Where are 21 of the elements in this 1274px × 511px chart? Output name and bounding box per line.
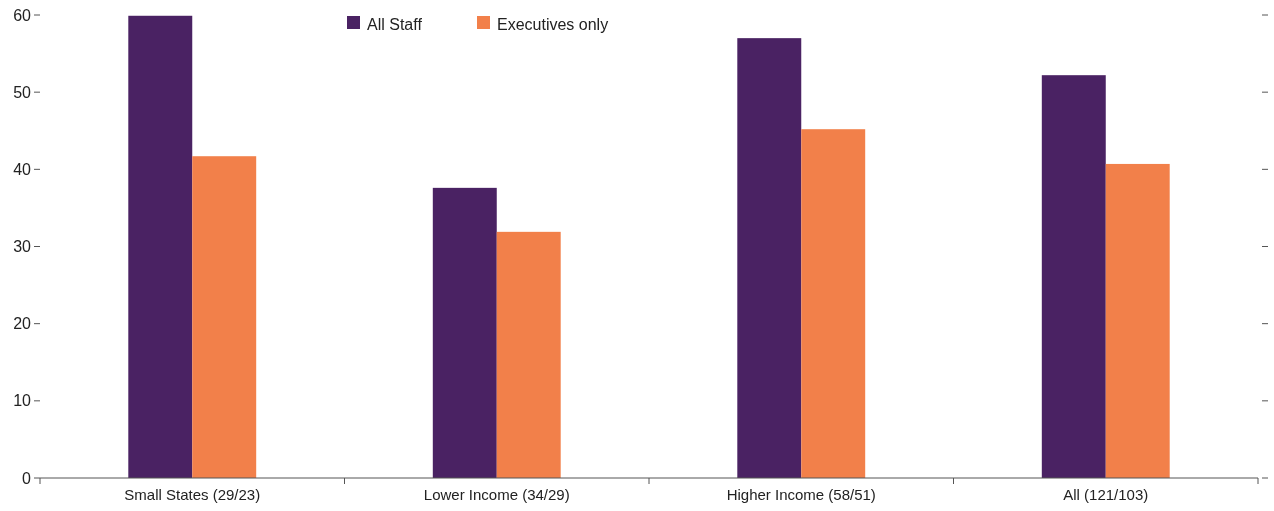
x-tick-label: Small States (29/23): [124, 486, 261, 503]
legend-label: Executives only: [497, 15, 609, 33]
bar: [1041, 75, 1106, 478]
y-tick-label: 0: [22, 469, 32, 487]
y-tick-label: 20: [13, 315, 32, 333]
y-tick-label: 50: [13, 83, 32, 101]
bar: [192, 156, 257, 478]
x-tick-label: Higher Income (58/51): [726, 486, 876, 503]
bar: [496, 231, 561, 478]
x-tick-label: Lower Income (34/29): [423, 486, 570, 503]
bar: [801, 129, 866, 478]
y-tick-label: 40: [13, 160, 32, 178]
bar: [432, 187, 497, 478]
bar: [737, 38, 802, 478]
y-tick-label: 10: [13, 392, 32, 410]
legend-label: All Staff: [367, 15, 423, 33]
y-tick-label: 30: [13, 238, 32, 256]
bar: [128, 15, 193, 478]
x-tick-label: All (121/103): [1063, 486, 1149, 503]
y-tick-label: 60: [13, 6, 32, 24]
bar: [1105, 163, 1170, 478]
